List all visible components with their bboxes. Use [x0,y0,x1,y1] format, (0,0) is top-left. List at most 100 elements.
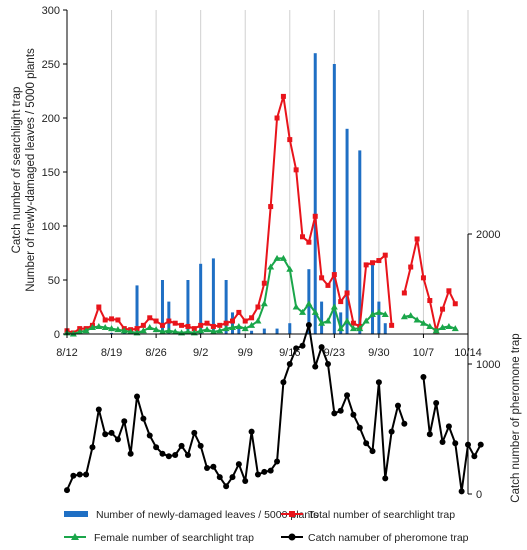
point-pheromone [477,441,484,448]
point-total [401,290,407,296]
point-female [419,319,427,326]
point-total [382,252,388,258]
point-total [446,288,452,294]
bar [358,150,362,334]
point-pheromone [337,407,344,414]
point-female [439,324,447,331]
point-female [356,325,364,332]
point-female [432,327,440,334]
point-female [158,328,166,335]
point-pheromone [363,440,370,447]
point-pheromone [261,468,268,475]
point-pheromone [254,471,261,478]
point-pheromone [140,415,147,422]
point-female [375,308,383,315]
point-total [109,316,115,322]
point-total [210,323,216,329]
point-female [171,328,179,335]
bar [199,263,203,334]
bar [135,285,139,334]
bar [320,301,324,334]
point-total [363,262,369,268]
bar [211,258,215,334]
point-total [274,115,280,121]
y-left-tick-label: 250 [42,59,60,71]
point-total [287,137,293,143]
point-total [140,322,146,328]
point-total [223,320,229,326]
point-pheromone [401,420,408,427]
point-female [362,317,370,324]
legend-label-total: Total number of searchlight trap [308,509,455,521]
point-pheromone [127,450,134,457]
point-pheromone [235,461,242,468]
point-female [127,328,135,335]
bar [288,323,292,334]
point-pheromone [382,475,389,482]
point-pheromone [102,431,109,438]
y-left-tick-label: 200 [42,113,60,125]
point-total [166,318,172,324]
point-female [292,303,300,310]
x-tick-label: 8/12 [56,347,77,359]
y-right-tick-label: 2000 [476,229,500,241]
bar [167,301,171,334]
point-pheromone [83,471,90,478]
bar [275,328,279,334]
point-female [101,324,109,331]
point-female [451,325,459,332]
point-female [146,324,154,331]
y-left-axis-title-line2: Number of newly-damaged leaves / 5000 pl… [25,48,37,292]
point-female [209,328,217,335]
point-pheromone [375,379,382,386]
point-pheromone [471,453,478,460]
y-left-tick-label: 150 [42,167,60,179]
point-pheromone [210,463,217,470]
point-total [331,272,337,278]
point-total [217,322,223,328]
point-total [370,260,376,266]
point-total [249,315,255,321]
legend-label-pheromone: Catch namuber of pheromone trap [308,532,469,544]
point-pheromone [286,361,293,367]
point-pheromone [369,448,376,455]
point-female [369,311,377,318]
point-total [229,318,235,324]
point-female [318,319,326,326]
y-left-axis-title-line1: Catch number of searchlight trap [11,87,23,254]
point-pheromone [394,402,401,409]
point-female [311,308,319,315]
point-pheromone [153,444,160,451]
point-total [153,318,159,324]
legend-label-bars: Number of newly-damaged leaves / 5000 pl… [96,509,318,521]
point-total [293,167,299,173]
point-pheromone [121,418,128,425]
point-total [198,322,204,328]
point-female [203,326,211,333]
point-female [330,303,338,310]
legend: Number of newly-damaged leaves / 5000 pl… [64,509,469,544]
legend-item-total: Total number of searchlight trap [281,509,455,521]
point-female [381,311,389,318]
point-pheromone [229,474,236,481]
point-female [279,254,287,261]
point-pheromone [216,474,223,481]
x-tick-label: 9/30 [368,347,389,359]
legend-swatch-bars [64,511,88,517]
y-left-tick-label: 300 [42,5,60,17]
series-line-pheromone [66,324,406,491]
point-female [426,322,434,329]
point-pheromone [204,465,211,471]
point-pheromone [172,452,179,458]
point-pheromone [293,345,300,352]
bar [237,328,241,334]
point-total [420,275,426,281]
point-pheromone [356,424,363,431]
legend-marker-female [71,533,79,540]
tick-labels: 0 50 100 150 200 250 300 8/12 8/19 8/26 9/2 9/9 9/16… [42,5,501,501]
point-pheromone [146,432,153,439]
point-total [115,317,121,323]
point-female [413,316,421,323]
x-tick-label: 9/23 [324,347,345,359]
